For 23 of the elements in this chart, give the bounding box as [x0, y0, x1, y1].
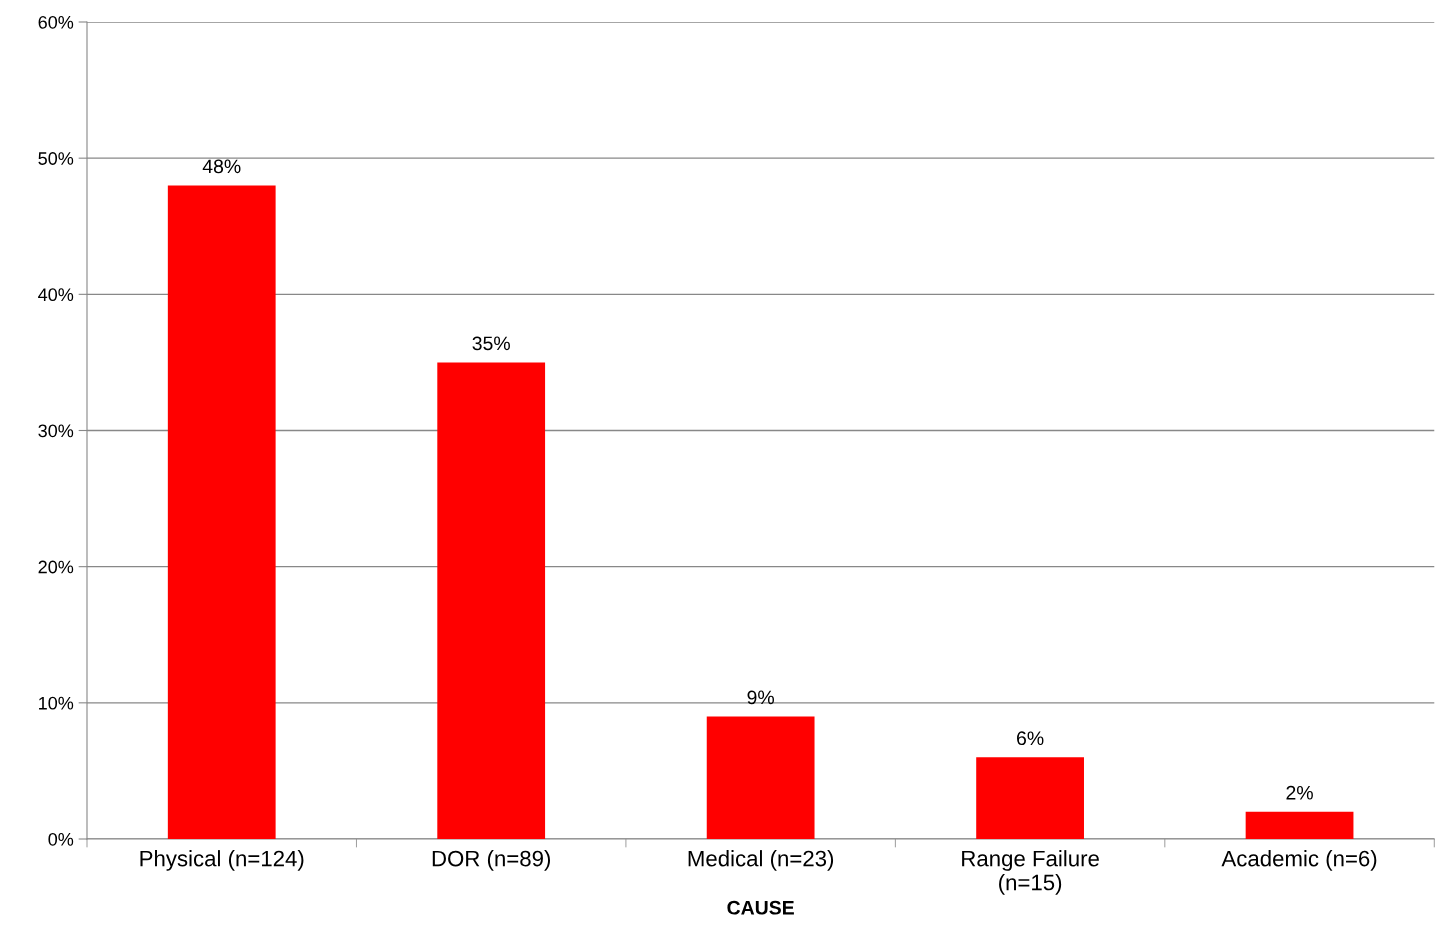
data-label: 6% — [1017, 731, 1044, 746]
y-tick-label: 0% — [48, 832, 74, 846]
x-tick-label: Academic (n=6) — [1221, 850, 1377, 871]
y-tick-label: 30% — [38, 424, 74, 438]
y-tick-label: 10% — [39, 696, 74, 710]
data-label: 48% — [202, 159, 241, 174]
x-tick-label: Range Failure (n=15) — [962, 850, 1099, 895]
bar — [976, 757, 1084, 839]
x-tick-label: DOR (n=89) — [432, 850, 551, 871]
data-label: 9% — [747, 690, 774, 705]
bar — [1245, 811, 1354, 839]
data-label: 2% — [1286, 785, 1313, 800]
bar — [706, 716, 815, 839]
data-label: 35% — [472, 336, 510, 351]
x-axis-title: CAUSE — [727, 900, 794, 915]
y-tick-label: 60% — [38, 15, 74, 29]
x-tick-label: Medical (n=23) — [688, 850, 834, 871]
bar — [167, 185, 276, 839]
bar — [437, 362, 546, 839]
y-tick-label: 20% — [38, 560, 74, 574]
y-tick-label: 40% — [38, 288, 74, 302]
y-tick-label: 50% — [38, 152, 74, 165]
x-tick-label: Physical (n=124) — [140, 850, 304, 871]
